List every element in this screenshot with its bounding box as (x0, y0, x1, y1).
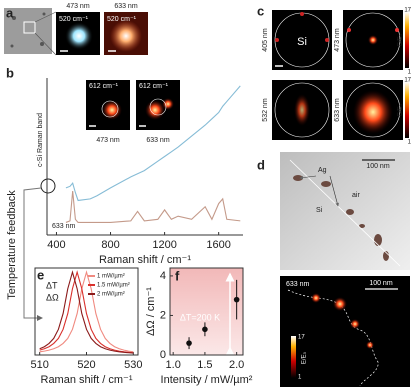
y-tick-label: 4 (160, 270, 166, 282)
panel-b: b 612 cm⁻¹ 612 cm⁻¹ 473 nm 633 nm c-Si R… (6, 65, 180, 321)
field-map (280, 276, 410, 387)
colorbar-label: E/E₀ (398, 33, 404, 46)
x-tick-label: 530 (124, 359, 142, 371)
x-tick-label: 520 (77, 359, 95, 371)
panel-label: f (175, 268, 180, 283)
colorbar-max: 17 (404, 78, 411, 84)
inset-caption: 633 nm (146, 137, 170, 144)
x-axis-label: Intensity / mW/µm² (161, 374, 253, 386)
panel-c: c 405 nm 473 nm 532 nm 633 nm Si 17 1 E/… (257, 3, 412, 145)
colorbar-max: 17 (404, 8, 411, 14)
x-tick-label: 1200 (152, 239, 176, 251)
wavelength-label: 633 nm (286, 281, 310, 288)
panel-label: c (257, 3, 264, 18)
annotation: c-Si Raman band (37, 113, 44, 167)
data-line (65, 190, 241, 223)
panel-label: a (6, 5, 14, 20)
x-tick-label: 1600 (206, 239, 230, 251)
colorbar-label: E/E₀ (398, 103, 404, 116)
y-tick-label: 0 (160, 349, 166, 361)
x-axis-label: Raman shift / cm⁻¹ (99, 254, 191, 266)
y-axis-label: ΔΩ / cm⁻¹ (145, 287, 157, 336)
material-label: Ag (318, 167, 327, 174)
x-tick-label: 1.5 (197, 359, 212, 371)
plot-frame (169, 267, 244, 356)
wavelength-label: 473 nm (66, 3, 90, 10)
colorbar-min: 1 (298, 375, 302, 381)
annotation: ΔT=200 K (180, 312, 220, 322)
shift-label: 612 cm⁻¹ (89, 83, 119, 90)
shift-label: 520 cm⁻¹ (107, 16, 137, 23)
material-label: Si (297, 36, 307, 48)
shift-label: 612 cm⁻¹ (139, 83, 169, 90)
panel-label: b (6, 65, 14, 80)
panel-d: d Ag air Si 100 nm 633 nm 100 nm 17 1 E/… (257, 152, 410, 387)
annotation: ΔT (46, 280, 58, 290)
y-tick-label: 2 (160, 309, 166, 321)
data-line (39, 270, 134, 353)
colorbar-min: 1 (408, 70, 412, 76)
material-label: Si (316, 207, 323, 214)
legend-label: 1 mW/µm² (97, 274, 125, 280)
colorbar-max: 17 (298, 335, 305, 341)
wavelength-label: 473 nm (334, 28, 341, 52)
x-tick-label: 2.0 (229, 359, 244, 371)
wavelength-label: 405 nm (262, 28, 269, 52)
shift-label: 520 cm⁻¹ (59, 16, 89, 23)
side-label: Temperature feedback (6, 190, 18, 300)
x-tick-label: 1.0 (166, 359, 181, 371)
inset-caption: 473 nm (96, 137, 120, 144)
data-line (65, 85, 241, 202)
wavelength-label: 633 nm (114, 3, 138, 10)
panel-label: d (257, 157, 265, 172)
data-line (39, 270, 134, 354)
wavelength-label: 633 nm (334, 98, 341, 122)
annotation: 633 nm (52, 223, 76, 230)
data-point (233, 296, 240, 303)
x-tick-label: 800 (101, 239, 119, 251)
material-label: air (352, 192, 360, 199)
colorbar-min: 1 (408, 140, 412, 146)
data-point (202, 326, 208, 333)
x-axis-label: Raman shift / cm⁻¹ (41, 374, 133, 386)
scale-bar-label: 100 nm (366, 163, 390, 170)
legend-label: 1.5 mW/µm² (97, 283, 130, 289)
x-tick-label: 400 (47, 239, 65, 251)
field-map (272, 10, 332, 70)
data-point (186, 340, 192, 346)
scale-bar-label: 100 nm (369, 280, 393, 287)
data-line (39, 270, 134, 354)
annotation: ΔΩ (46, 292, 59, 302)
legend-label: 2 mW/µm² (97, 292, 125, 298)
panel-label: e (37, 267, 44, 282)
wavelength-label: 532 nm (262, 98, 269, 122)
colorbar-label: E/E₀ (302, 351, 308, 364)
panel-a: a 473 nm 633 nm 520 cm⁻¹ 520 cm⁻¹ (4, 3, 148, 56)
x-tick-label: 510 (31, 359, 49, 371)
